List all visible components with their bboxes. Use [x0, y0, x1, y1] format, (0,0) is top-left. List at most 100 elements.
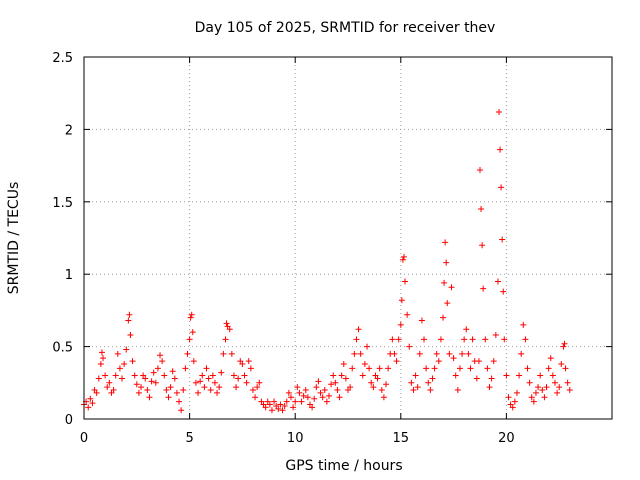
data-point	[440, 314, 447, 321]
data-point	[480, 285, 487, 292]
data-point	[218, 369, 225, 376]
data-point	[325, 392, 332, 399]
data-point	[532, 389, 539, 396]
data-point	[294, 384, 301, 391]
data-point	[501, 336, 508, 343]
data-point	[336, 394, 343, 401]
data-point	[163, 387, 170, 394]
data-point	[340, 360, 347, 367]
data-point	[564, 379, 571, 386]
data-point	[317, 389, 324, 396]
data-point	[290, 404, 297, 411]
y-tick-label: 2.5	[52, 51, 73, 66]
data-point	[311, 395, 318, 402]
data-point	[402, 278, 409, 285]
data-point	[112, 372, 119, 379]
data-point	[393, 358, 400, 365]
data-point	[152, 379, 159, 386]
data-point	[131, 372, 138, 379]
data-point	[119, 375, 126, 382]
data-point	[332, 379, 339, 386]
data-point	[121, 360, 128, 367]
data-point	[452, 372, 459, 379]
data-point	[475, 358, 482, 365]
data-point	[389, 336, 396, 343]
data-point	[499, 236, 506, 243]
data-point	[488, 375, 495, 382]
data-point	[385, 365, 392, 372]
data-point	[249, 387, 256, 394]
data-point	[562, 365, 569, 372]
data-point	[359, 372, 366, 379]
data-point	[537, 372, 544, 379]
y-axis-label: SRMTID / TECUs	[6, 182, 22, 295]
data-point	[275, 405, 282, 412]
data-point	[456, 365, 463, 372]
data-point	[93, 389, 100, 396]
data-point	[223, 320, 230, 327]
data-point	[364, 343, 371, 350]
data-point	[518, 350, 525, 357]
data-point	[556, 384, 563, 391]
data-point	[144, 387, 151, 394]
data-point	[408, 379, 415, 386]
data-point	[330, 372, 337, 379]
data-point	[146, 394, 153, 401]
data-point	[500, 288, 507, 295]
data-point	[171, 375, 178, 382]
data-point	[268, 407, 275, 414]
data-point	[235, 375, 242, 382]
data-point	[425, 379, 432, 386]
data-point	[397, 321, 404, 328]
data-point	[195, 389, 202, 396]
data-point	[421, 336, 428, 343]
data-point	[328, 381, 335, 388]
data-point	[205, 375, 212, 382]
y-tick-label: 1.5	[52, 196, 73, 211]
data-point	[442, 239, 449, 246]
data-point	[526, 379, 533, 386]
data-point	[300, 392, 307, 399]
x-tick-label: 10	[287, 431, 304, 446]
data-point	[410, 387, 417, 394]
data-point	[547, 355, 554, 362]
data-point	[207, 387, 214, 394]
data-point	[285, 389, 292, 396]
data-point	[180, 387, 187, 394]
data-point	[241, 372, 248, 379]
data-point	[220, 350, 227, 357]
data-point	[376, 365, 383, 372]
axis-ticks	[83, 56, 612, 420]
data-point	[459, 350, 466, 357]
data-point	[496, 109, 503, 116]
data-point	[190, 358, 197, 365]
data-point	[524, 365, 531, 372]
data-point	[309, 404, 316, 411]
data-point	[100, 355, 107, 362]
data-point	[226, 326, 233, 333]
data-point	[98, 349, 105, 356]
data-point	[266, 401, 273, 408]
data-point	[370, 384, 377, 391]
data-point	[281, 402, 288, 409]
data-point	[404, 311, 411, 318]
y-tick-label: 0.5	[52, 341, 73, 356]
data-point	[178, 407, 185, 414]
data-point	[157, 352, 164, 359]
data-point	[159, 358, 166, 365]
data-point	[516, 372, 523, 379]
data-point	[374, 375, 381, 382]
data-point	[252, 394, 259, 401]
data-point	[412, 372, 419, 379]
data-point	[338, 372, 345, 379]
data-point	[116, 365, 123, 372]
data-point	[400, 253, 407, 260]
data-point	[361, 360, 368, 367]
data-point	[566, 387, 573, 394]
data-point	[463, 326, 470, 333]
data-point	[511, 398, 518, 405]
data-point	[230, 372, 237, 379]
data-point	[126, 311, 133, 318]
data-point	[482, 336, 489, 343]
data-point	[543, 384, 550, 391]
